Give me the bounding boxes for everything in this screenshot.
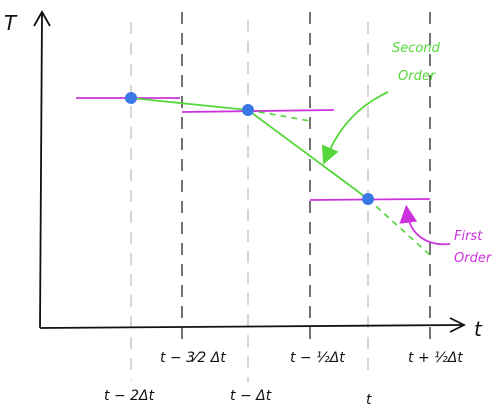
second-order-extrapolation-dashed-2 [367, 198, 431, 256]
second-order-line-2 [247, 109, 369, 200]
first-order-arrow [399, 204, 451, 246]
tick-label-t-minus-2dt: t − 2Δt [104, 388, 155, 404]
tick-label-t-minus-3-2dt: t − 3⁄2 Δt [160, 350, 226, 366]
second-order-line-1 [130, 97, 249, 111]
y-axis-arrowhead [33, 10, 51, 27]
step-segment-2 [181, 109, 335, 113]
x-axis-label: t [474, 317, 483, 341]
first-order-label-line-2: Order [454, 251, 493, 266]
data-point-1 [125, 92, 137, 104]
tick-label-t: t [366, 392, 372, 408]
x-axis [39, 324, 463, 329]
second-order-label-line-2: Order [398, 69, 437, 84]
y-axis [39, 13, 43, 329]
tick-label-t-plus-1-2dt: t + ½Δt [408, 350, 463, 366]
y-axis-label: T [4, 11, 18, 35]
tick-label-t-minus-1-2dt: t − ½Δt [290, 350, 345, 366]
first-order-label-line-1: First [454, 229, 483, 244]
tick-label-t-minus-dt: t − Δt [230, 388, 272, 404]
data-point-2 [242, 104, 254, 116]
data-point-3 [362, 193, 374, 205]
second-order-label-line-1: Second [392, 41, 441, 56]
second-order-arrow [321, 91, 389, 165]
x-axis-arrowhead [449, 317, 467, 333]
